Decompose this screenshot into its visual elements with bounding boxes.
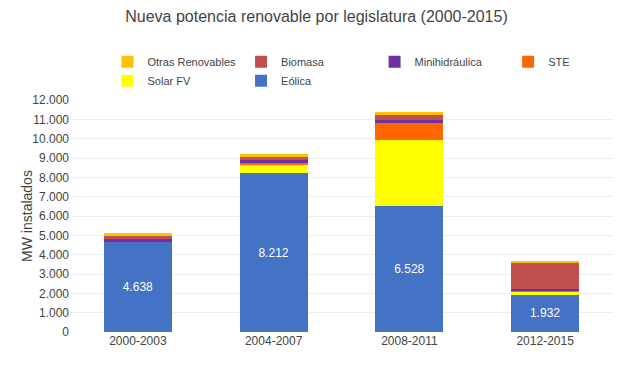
- svg-text:MW instalados: MW instalados: [19, 170, 35, 262]
- svg-text:6.000: 6.000: [39, 209, 69, 223]
- svg-text:Solar FV: Solar FV: [148, 75, 191, 87]
- svg-text:9.000: 9.000: [39, 151, 69, 165]
- svg-text:Biomasa: Biomasa: [281, 56, 325, 68]
- svg-text:STE: STE: [548, 56, 569, 68]
- svg-text:2012-2015: 2012-2015: [516, 334, 574, 348]
- svg-text:2004-2007: 2004-2007: [245, 334, 303, 348]
- svg-text:1.000: 1.000: [39, 306, 69, 320]
- svg-text:Eólica: Eólica: [281, 75, 312, 87]
- svg-text:11.000: 11.000: [33, 113, 69, 127]
- svg-text:6.528: 6.528: [394, 262, 424, 276]
- svg-text:2000-2003: 2000-2003: [109, 334, 167, 348]
- svg-text:10.000: 10.000: [32, 132, 69, 146]
- svg-text:8.212: 8.212: [258, 246, 288, 260]
- svg-text:Otras Renovables: Otras Renovables: [148, 56, 237, 68]
- svg-text:0: 0: [62, 325, 69, 339]
- svg-text:2008-2011: 2008-2011: [381, 334, 438, 348]
- svg-text:1.932: 1.932: [530, 306, 560, 320]
- svg-text:7.000: 7.000: [39, 190, 69, 204]
- svg-text:5.000: 5.000: [39, 229, 69, 243]
- svg-text:12.000: 12.000: [32, 93, 69, 107]
- svg-text:4.638: 4.638: [123, 280, 153, 294]
- svg-text:4.000: 4.000: [39, 248, 69, 262]
- svg-text:8.000: 8.000: [39, 171, 69, 185]
- svg-text:Nueva potencia renovable por l: Nueva potencia renovable por legislatura…: [125, 8, 507, 25]
- svg-text:2.000: 2.000: [39, 287, 69, 301]
- svg-text:3.000: 3.000: [39, 267, 69, 281]
- svg-text:Minihidráulica: Minihidráulica: [415, 56, 483, 68]
